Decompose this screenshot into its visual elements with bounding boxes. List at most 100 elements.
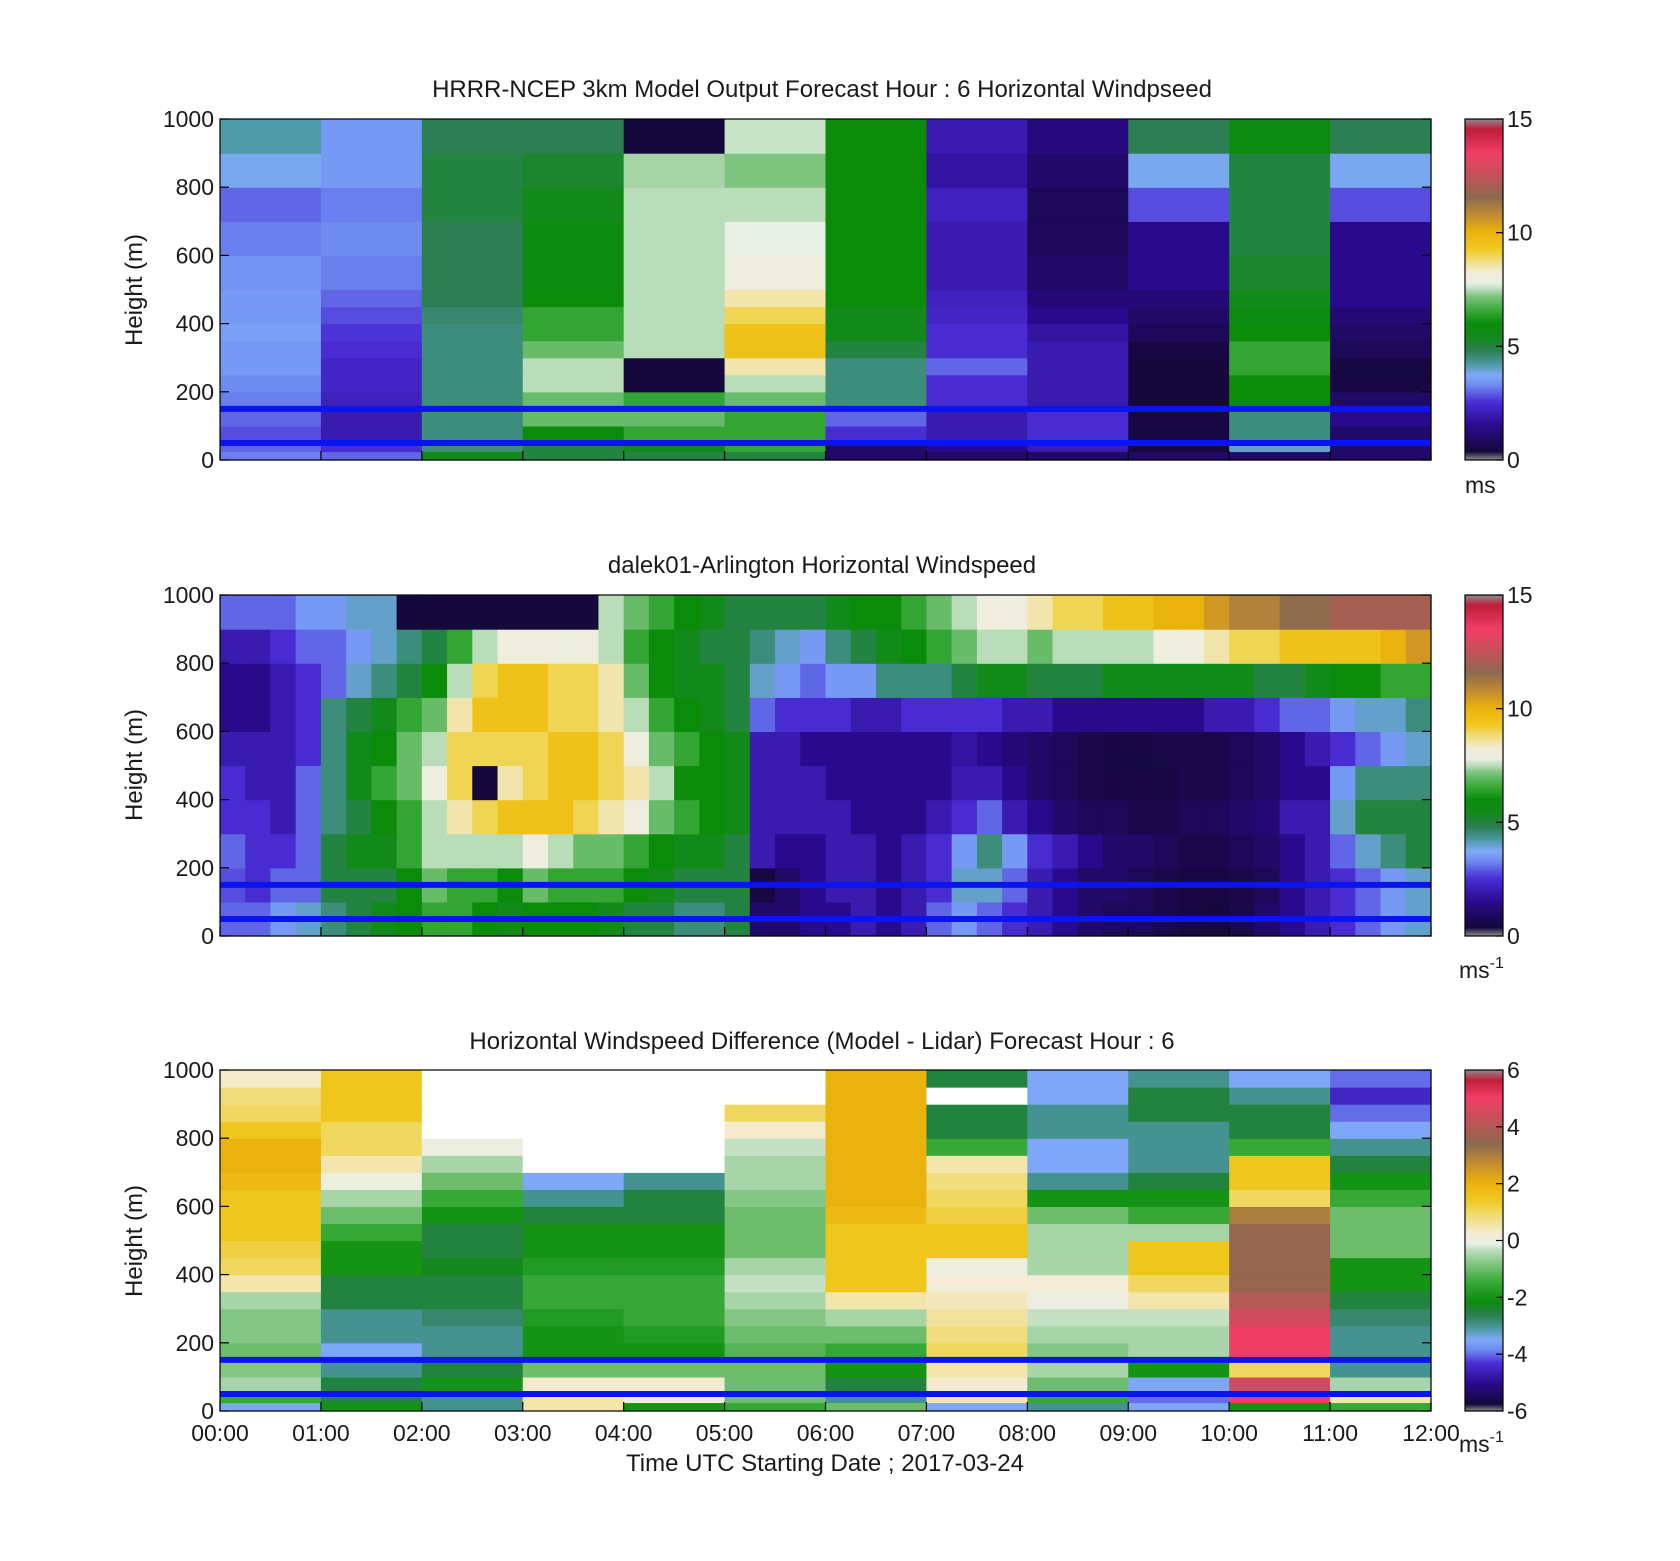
panel-difference-cell [1330,1325,1432,1344]
panel-lidar-colorbar-tick-label: 15 [1507,582,1533,608]
panel-difference-cell [1027,1393,1129,1404]
panel-difference-cell [220,1138,322,1156]
panel-difference-cell [421,1189,524,1207]
panel-lidar-cell [270,595,297,630]
panel-difference-cell [320,1121,423,1139]
panel-difference-cell [522,1087,625,1105]
panel-lidar-cell [447,799,473,835]
panel-difference-cell [320,1172,423,1190]
panel-lidar-cell [749,833,776,869]
panel-lidar-cell [623,595,650,630]
panel-model-cell [421,374,524,393]
panel-model: HRRR-NCEP 3km Model Output Forecast Hour… [121,76,1533,498]
panel-model-y-tick-label: 800 [176,174,214,200]
panel-lidar-cell [901,833,928,869]
panel-lidar-cell [573,833,600,869]
panel-lidar-cell [1077,731,1104,767]
panel-difference-colorbar: -6 -4 -2 0 2 4 6 [1464,1057,1528,1424]
panel-difference-cell [724,1359,827,1378]
panel-model-cell [1027,408,1129,427]
panel-model-y-tick-label: 200 [176,379,214,405]
panel-lidar-cell [674,833,700,869]
panel-difference-cell [220,1308,322,1327]
panel-difference-cell [623,1402,726,1412]
panel-difference-cell [320,1342,423,1361]
panel-model-cell [724,425,827,444]
panel-difference-cell [1128,1257,1230,1276]
panel-difference-cell [1330,1087,1432,1105]
panel-lidar-cell [472,697,499,732]
panel-difference-cell [421,1138,524,1156]
panel-lidar-cell [1254,799,1281,835]
panel-difference-x-tick-label: 05:00 [696,1420,754,1446]
panel-lidar-cell [396,765,423,801]
panel-difference-cell [1128,1104,1230,1122]
panel-lidar-cell [220,663,246,698]
panel-model-cell [1229,425,1331,444]
panel-model-cell [421,357,524,376]
panel-lidar-cell [1380,663,1407,698]
panel-model-cell [1027,442,1129,453]
panel-lidar-cell [220,765,246,801]
panel-lidar-cell [976,731,1003,767]
panel-lidar-cell [497,799,524,835]
panel-difference-cell [1330,1206,1432,1225]
panel-model-cell [1229,306,1331,325]
panel-lidar-cell [1355,629,1382,664]
panel-lidar-cell [1380,697,1407,732]
panel-lidar-cell [1330,629,1356,664]
panel-model-cell [926,119,1028,154]
panel-difference-cell [1229,1240,1331,1259]
panel-lidar-cell [1178,833,1205,869]
panel-difference-cell [421,1402,524,1412]
panel-lidar-cell [1330,833,1356,869]
panel-lidar-cell [1380,765,1407,801]
panel-difference-cell [320,1376,423,1395]
panel-lidar-cell [951,765,978,801]
panel-model-cell [1330,119,1432,154]
panel-model-cell [825,119,928,154]
panel-difference-x-tick-label: 03:00 [494,1420,552,1446]
panel-difference-cell [825,1172,928,1190]
panel-difference-cell [522,1172,625,1190]
panel-lidar-cell [598,629,625,664]
panel-model-cell [220,408,322,427]
panel-lidar-cell [623,663,650,698]
panel-model-cell [1128,221,1230,256]
panel-lidar-cell [1355,799,1382,835]
panel-model-cell [1330,391,1432,410]
panel-lidar-cell [421,697,448,732]
panel-lidar-cell [800,799,827,835]
panel-difference-cell [724,1223,827,1242]
panel-difference-cell [320,1274,423,1293]
panel-model-cell [1330,408,1432,427]
panel-difference-cell [825,1402,928,1412]
panel-difference-cell [522,1291,625,1310]
panel-model-cell [926,153,1028,188]
panel-difference-cell [623,1087,726,1105]
panel-model-cell [724,119,827,154]
panel-lidar-cell [1203,799,1230,835]
panel-lidar-cell [346,595,372,630]
panel-difference-cell [1330,1291,1432,1310]
panel-model-cell [1128,289,1230,308]
panel-lidar-cell [749,765,776,801]
panel-lidar-colorbar-unit-base: ms [1459,957,1490,983]
panel-lidar-cell [976,663,1003,698]
panel-lidar-cell [320,629,347,664]
panel-model-cell [220,119,322,154]
panel-lidar-cell [926,595,953,630]
panel-lidar-cell [1229,629,1255,664]
panel-lidar-cell [1002,731,1028,767]
panel-lidar-cell [724,595,751,630]
panel-lidar-cell [1077,595,1104,630]
panel-lidar-cell [800,663,827,698]
panel-difference-cell [220,1359,322,1378]
panel-model-cell [220,374,322,393]
panel-difference-cell [623,1393,726,1404]
panel-lidar-cell [623,765,650,801]
panel-lidar-cell [976,629,1003,664]
panel-model-colorbar: 0 5 10 15 [1464,106,1533,473]
panel-lidar-cell [270,629,297,664]
panel-lidar-cell [1128,731,1155,767]
